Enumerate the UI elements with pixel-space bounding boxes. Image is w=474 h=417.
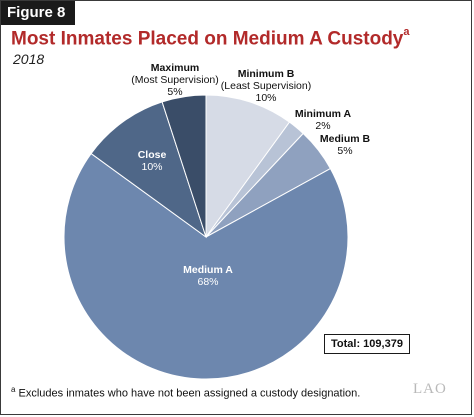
slice-value-label: 10% (255, 92, 276, 104)
slice-value-label: 5% (167, 86, 182, 98)
title-footnote-marker: a (403, 26, 410, 38)
slice-name-label: Minimum B (238, 68, 295, 80)
footnote-text: Excludes inmates who have not been assig… (15, 387, 361, 400)
slice-sub-label: (Least Supervision) (221, 80, 311, 92)
chart-title-text: Most Inmates Placed on Medium A Custody (11, 28, 404, 50)
figure-badge: Figure 8 (1, 1, 75, 25)
lao-logo: LAO (413, 381, 447, 397)
slice-value-label: 10% (141, 161, 162, 173)
chart-subtitle: 2018 (13, 51, 45, 67)
pie-slice-minimum-b (205, 94, 291, 239)
pie-labels: Minimum B(Least Supervision)10%Minimum A… (131, 62, 370, 288)
pie-slices (63, 94, 349, 380)
slice-name-label: Medium A (183, 264, 233, 276)
slice-value-label: 2% (315, 120, 330, 132)
figure-label: Figure 8 (7, 4, 66, 21)
pie-slice-maximum (161, 94, 207, 238)
chart-title: Most Inmates Placed on Medium A Custodya (11, 26, 410, 50)
total-label: Total: 109,379 (331, 338, 403, 350)
slice-sub-label: (Most Supervision) (131, 74, 219, 86)
footnote-marker: a (11, 385, 16, 394)
slice-name-label: Maximum (151, 62, 199, 74)
slice-value-label: 68% (197, 276, 218, 288)
footnote: a Excludes inmates who have not been ass… (11, 385, 360, 400)
pie-slice-medium-a (63, 152, 349, 380)
slice-value-label: 5% (337, 145, 352, 157)
slice-name-label: Minimum A (295, 108, 352, 120)
slice-name-label: Close (138, 149, 167, 161)
slice-name-label: Medium B (320, 133, 371, 145)
pie-slice-close (90, 101, 207, 239)
total-box: Total: 109,379 (324, 334, 410, 354)
